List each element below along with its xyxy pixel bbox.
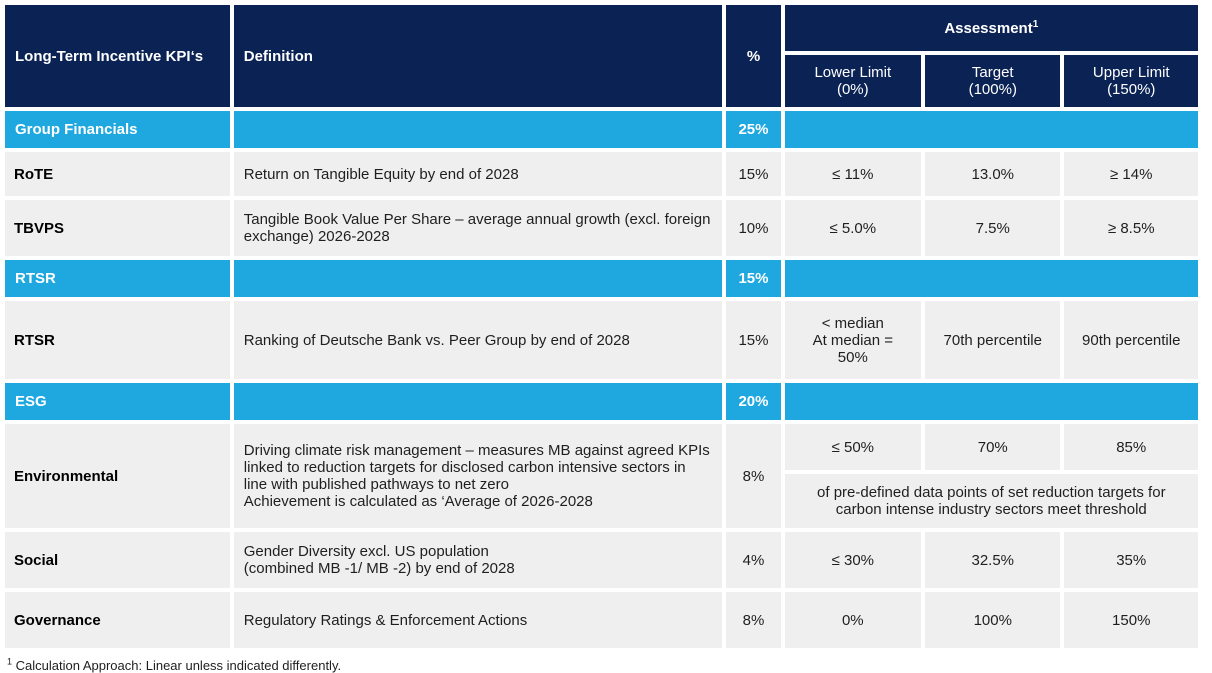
kpi-percent: 8% <box>726 592 781 648</box>
kpi-lower-limit: < median At median = 50% <box>784 301 922 379</box>
table-row-social: Social Gender Diversity excl. US populat… <box>5 532 1198 588</box>
table-row-environmental-note: of pre-defined data points of set reduct… <box>5 474 1198 528</box>
kpi-upper-limit: ≥ 8.5% <box>1064 200 1198 256</box>
kpi-percent: 8% <box>726 424 781 528</box>
header-assessment: Assessment1 <box>784 5 1198 51</box>
table-row-rtsr: RTSR Ranking of Deutsche Bank vs. Peer G… <box>5 301 1198 379</box>
header-percent: % <box>726 5 781 107</box>
header-target: Target (100%) <box>925 55 1061 107</box>
section-assessment-empty <box>784 111 1198 148</box>
kpi-definition: Driving climate risk management – measur… <box>233 424 723 528</box>
section-row-rtsr: RTSR 15% <box>5 260 1198 297</box>
section-label-group-financials: Group Financials <box>5 111 230 148</box>
kpi-definition: Regulatory Ratings & Enforcement Actions <box>233 592 723 648</box>
kpi-upper-limit: 150% <box>1064 592 1198 648</box>
section-label-rtsr: RTSR <box>5 260 230 297</box>
kpi-name: RoTE <box>5 152 230 196</box>
kpi-target: 70th percentile <box>925 301 1061 379</box>
section-row-group-financials: Group Financials 25% <box>5 111 1198 148</box>
table-row-governance: Governance Regulatory Ratings & Enforcem… <box>5 592 1198 648</box>
kpi-name: RTSR <box>5 301 230 379</box>
kpi-upper-limit: 35% <box>1064 532 1198 588</box>
kpi-percent: 15% <box>726 152 781 196</box>
header-row-main: Long-Term Incentive KPI‘s Definition % A… <box>5 5 1198 107</box>
header-assessment-label: Assessment <box>944 19 1033 37</box>
kpi-name: TBVPS <box>5 200 230 256</box>
header-row-sub: Lower Limit (0%) Target (100%) Upper Lim… <box>5 55 1198 107</box>
table-row-rote: RoTE Return on Tangible Equity by end of… <box>5 152 1198 196</box>
table-row-tbvps: TBVPS Tangible Book Value Per Share – av… <box>5 200 1198 256</box>
header-assessment-footnote-marker: 1 <box>1032 18 1039 30</box>
section-row-esg: ESG 20% <box>5 383 1198 420</box>
kpi-definition: Return on Tangible Equity by end of 2028 <box>233 152 723 196</box>
kpi-upper-limit: 90th percentile <box>1064 301 1198 379</box>
kpi-lower-limit: 0% <box>784 592 922 648</box>
footnote: 1 Calculation Approach: Linear unless in… <box>7 656 1212 673</box>
kpi-name: Social <box>5 532 230 588</box>
table-row-environmental: Environmental Driving climate risk manag… <box>5 424 1198 528</box>
kpi-lower-limit: ≤ 11% <box>784 152 922 196</box>
section-definition-empty <box>233 383 723 420</box>
kpi-target: 32.5% <box>925 532 1061 588</box>
kpi-assessment-note: of pre-defined data points of set reduct… <box>784 474 1198 528</box>
kpi-lower-limit: ≤ 30% <box>784 532 922 588</box>
kpi-lower-limit: ≤ 5.0% <box>784 200 922 256</box>
footnote-text: Calculation Approach: Linear unless indi… <box>15 658 342 673</box>
section-assessment-empty <box>784 260 1198 297</box>
kpi-definition: Gender Diversity excl. US population (co… <box>233 532 723 588</box>
section-label-esg: ESG <box>5 383 230 420</box>
section-definition-empty <box>233 111 723 148</box>
header-upper-limit: Upper Limit (150%) <box>1064 55 1198 107</box>
header-kpi: Long-Term Incentive KPI‘s <box>5 5 230 107</box>
lti-kpi-table: Long-Term Incentive KPI‘s Definition % A… <box>1 1 1202 652</box>
kpi-target: 7.5% <box>925 200 1061 256</box>
section-percent-group-financials: 25% <box>726 111 781 148</box>
kpi-percent: 15% <box>726 301 781 379</box>
kpi-percent: 10% <box>726 200 781 256</box>
kpi-target: 13.0% <box>925 152 1061 196</box>
section-definition-empty <box>233 260 723 297</box>
kpi-percent: 4% <box>726 532 781 588</box>
kpi-name: Environmental <box>5 424 230 528</box>
section-percent-esg: 20% <box>726 383 781 420</box>
kpi-name: Governance <box>5 592 230 648</box>
kpi-upper-limit: 85% <box>1064 424 1198 470</box>
section-assessment-empty <box>784 383 1198 420</box>
kpi-target: 100% <box>925 592 1061 648</box>
kpi-lower-limit: ≤ 50% <box>784 424 922 470</box>
header-definition: Definition <box>233 5 723 107</box>
kpi-upper-limit: ≥ 14% <box>1064 152 1198 196</box>
footnote-marker: 1 <box>7 656 13 667</box>
kpi-definition: Tangible Book Value Per Share – average … <box>233 200 723 256</box>
header-lower-limit: Lower Limit (0%) <box>784 55 922 107</box>
kpi-target: 70% <box>925 424 1061 470</box>
kpi-definition: Ranking of Deutsche Bank vs. Peer Group … <box>233 301 723 379</box>
section-percent-rtsr: 15% <box>726 260 781 297</box>
